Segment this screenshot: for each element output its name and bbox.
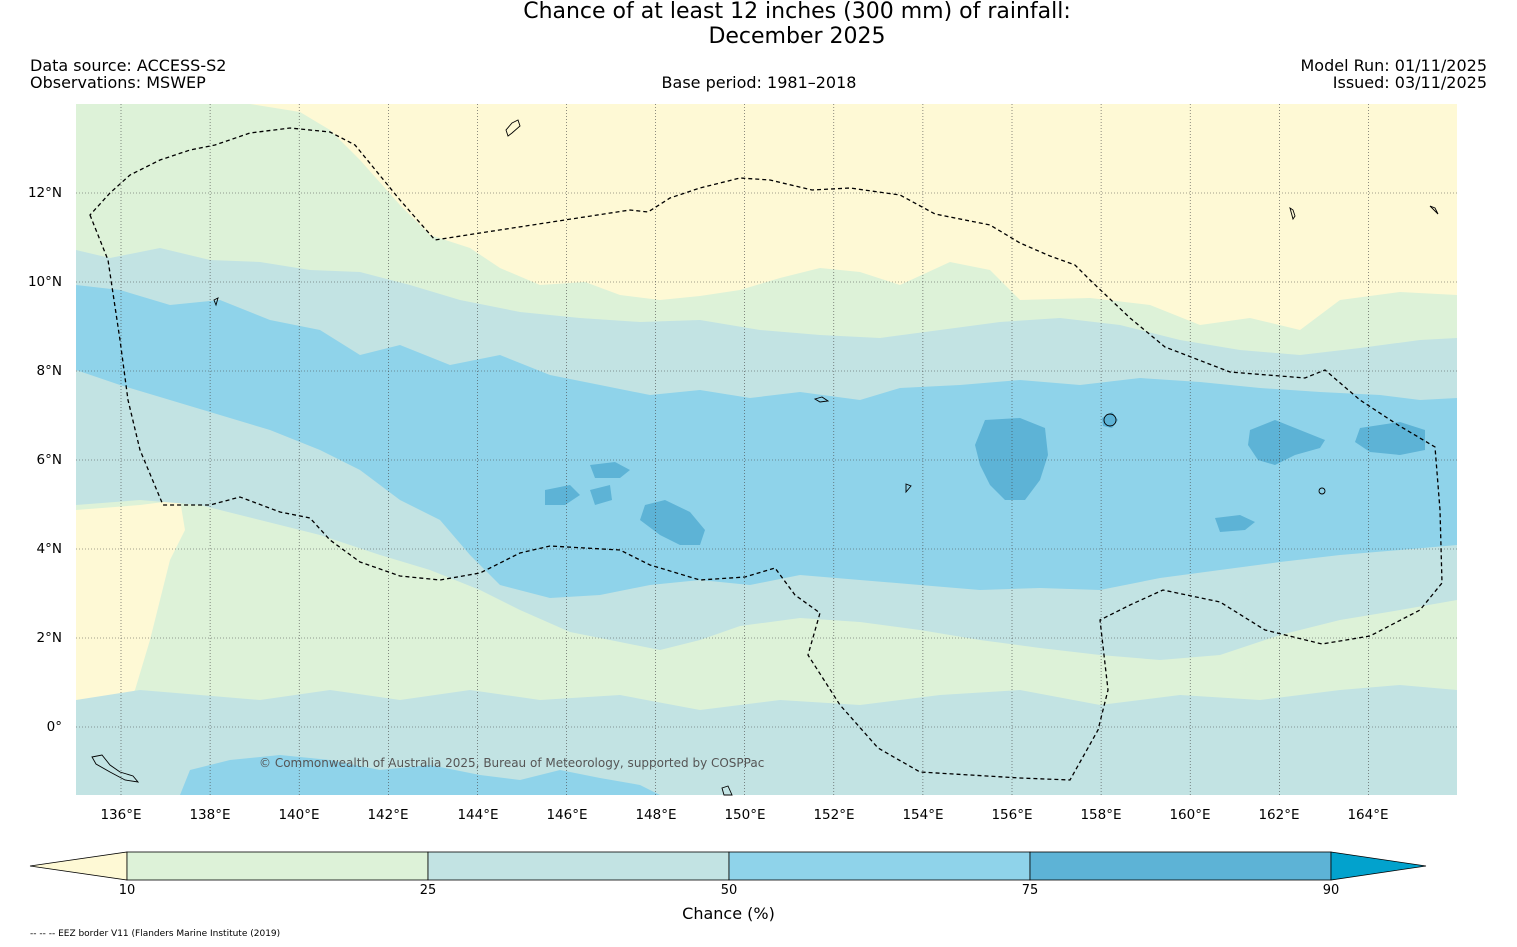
colorbar-tick-label: 50 <box>720 883 738 898</box>
eez-border-palau-fsm-west <box>89 127 1443 781</box>
lon-tick-label: 138°E <box>189 807 231 823</box>
zone-75-90-blob <box>1248 420 1325 465</box>
colorbar-above-90-triangle <box>1330 851 1427 881</box>
island-coastline <box>213 297 219 307</box>
observations-label: Observations: MSWEP <box>30 73 206 92</box>
lat-tick-label: 4°N <box>36 541 62 557</box>
palau-coastline <box>91 754 140 783</box>
colorbar-title: Chance (%) <box>682 904 775 923</box>
lon-tick-label: 150°E <box>724 807 766 823</box>
title-line-2: December 2025 <box>708 23 886 49</box>
colorbar-25-50-segment <box>427 851 730 881</box>
data-source-label: Data source: ACCESS-S2 <box>30 56 227 75</box>
colorbar-10-25-segment <box>126 851 429 881</box>
lat-tick-label: 0° <box>46 719 62 735</box>
lon-tick-label: 140°E <box>278 807 320 823</box>
island-coastline <box>1289 206 1296 221</box>
lon-tick-label: 158°E <box>1080 807 1122 823</box>
zone-75-90-blob <box>1355 422 1425 455</box>
zone-75-90-blob <box>1215 515 1255 532</box>
colorbar-tick-label: 10 <box>118 883 136 898</box>
zone-75-90-blob <box>545 485 580 505</box>
island-coastline <box>813 396 830 403</box>
issued-label: Issued: 03/11/2025 <box>1332 73 1487 92</box>
lat-tick-label: 2°N <box>36 630 62 646</box>
title-line-1: Chance of at least 12 inches (300 mm) of… <box>523 0 1071 24</box>
zone-75-90-blob <box>590 485 612 505</box>
lat-tick-label: 10°N <box>27 274 62 290</box>
zone-50-75-south <box>180 755 660 795</box>
kosrae-coastline <box>1318 487 1326 495</box>
lon-tick-label: 152°E <box>813 807 855 823</box>
colorbar <box>29 851 1427 881</box>
lat-tick-label: 12°N <box>27 185 62 201</box>
lon-tick-label: 142°E <box>367 807 409 823</box>
lon-tick-label: 136°E <box>100 807 142 823</box>
colorbar-tick-label: 25 <box>419 883 437 898</box>
base-period-label: Base period: 1981–2018 <box>661 73 857 92</box>
coastlines <box>91 119 1439 796</box>
colorbar-50-75-segment <box>728 851 1031 881</box>
eez-footnote: -- -- -- EEZ border V11 (Flanders Marine… <box>30 929 281 939</box>
probability-field <box>76 104 1457 795</box>
lon-tick-label: 156°E <box>991 807 1033 823</box>
map-title: Chance of at least 12 inches (300 mm) of… <box>0 0 1517 49</box>
zone-50-75 <box>76 285 1457 598</box>
colorbar-tick-label: 75 <box>1021 883 1039 898</box>
graticule <box>76 104 1457 795</box>
colorbar-75-90-segment <box>1029 851 1332 881</box>
copyright-notice: © Commonwealth of Australia 2025, Bureau… <box>259 756 765 770</box>
zone-below-10-west <box>76 500 185 730</box>
lat-tick-label: 6°N <box>36 452 62 468</box>
lon-tick-label: 162°E <box>1258 807 1300 823</box>
lat-tick-label: 8°N <box>36 363 62 379</box>
island-coastline <box>905 483 912 494</box>
lon-tick-label: 146°E <box>546 807 588 823</box>
guam-coastline <box>505 119 521 137</box>
colorbar-below-10-triangle <box>29 851 128 881</box>
lon-tick-label: 148°E <box>635 807 677 823</box>
lon-tick-label: 160°E <box>1169 807 1211 823</box>
zone-75-90-blob <box>975 418 1048 500</box>
zone-75-90-blob <box>590 462 630 478</box>
island-coastline <box>721 785 733 796</box>
pohnpei-coastline <box>1103 413 1117 427</box>
island-coastline <box>1429 205 1439 215</box>
lon-tick-label: 154°E <box>902 807 944 823</box>
zone-below-10-north <box>76 104 1457 330</box>
colorbar-tick-label: 90 <box>1322 883 1340 898</box>
lon-tick-label: 144°E <box>457 807 499 823</box>
zone-75-90-blob <box>640 500 705 545</box>
model-run-label: Model Run: 01/11/2025 <box>1300 56 1488 75</box>
eez-borders <box>89 127 1443 781</box>
lon-tick-label: 164°E <box>1347 807 1389 823</box>
